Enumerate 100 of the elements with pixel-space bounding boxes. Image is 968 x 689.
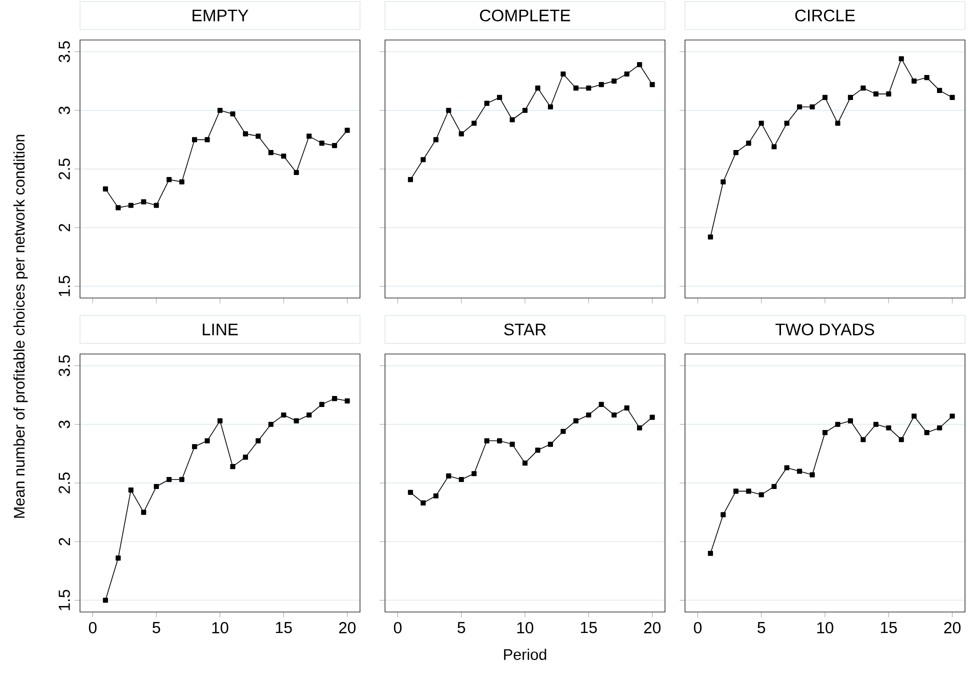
point: [573, 418, 578, 424]
x-tick-label: 5: [152, 622, 160, 634]
point: [573, 86, 578, 91]
point: [230, 464, 236, 470]
point: [281, 154, 286, 159]
x-tick-label: 15: [580, 622, 597, 634]
point: [510, 442, 515, 447]
point: [344, 128, 350, 133]
point: [772, 484, 777, 490]
point: [586, 86, 592, 91]
x-tick-label: 20: [644, 622, 661, 634]
chart-title: TWO DYADS: [776, 324, 874, 336]
point: [141, 510, 146, 515]
point: [624, 405, 630, 410]
point: [822, 94, 828, 100]
point: [408, 177, 413, 182]
point: [268, 150, 274, 156]
point: [924, 430, 930, 436]
point: [912, 414, 917, 419]
point: [560, 428, 566, 434]
point: [598, 402, 604, 407]
y-tick-label: 2: [58, 224, 70, 232]
point: [242, 454, 248, 460]
x-axis-title: Period: [504, 648, 546, 660]
point: [548, 104, 553, 110]
point: [484, 438, 490, 444]
point: [873, 91, 878, 96]
point: [624, 71, 630, 77]
point: [950, 414, 955, 419]
point: [433, 137, 438, 142]
point: [860, 437, 866, 442]
point: [472, 120, 477, 126]
point: [332, 396, 338, 402]
y-tick-label: 2: [58, 538, 70, 546]
point: [484, 100, 490, 106]
x-tick-label: 15: [276, 622, 292, 634]
chart-title: EMPTY: [192, 10, 248, 22]
x-tick-label: 0: [394, 622, 402, 634]
point: [612, 412, 617, 418]
point: [637, 62, 642, 68]
point: [733, 150, 738, 156]
point: [650, 82, 655, 88]
point: [154, 484, 159, 490]
x-tick-label: 5: [758, 622, 766, 634]
point: [446, 473, 452, 478]
point: [116, 556, 121, 561]
x-tick-label: 0: [694, 622, 702, 634]
point: [720, 512, 726, 518]
point: [797, 104, 802, 110]
point: [204, 137, 210, 142]
point: [860, 86, 866, 91]
x-tick-label: 20: [944, 622, 961, 634]
point: [141, 199, 146, 204]
point: [784, 465, 790, 470]
point: [128, 488, 134, 493]
point: [746, 488, 752, 494]
y-tick-label: 2.5: [58, 472, 70, 494]
x-tick-label: 10: [212, 622, 228, 634]
point: [637, 425, 642, 430]
point: [128, 202, 134, 208]
point: [408, 490, 413, 495]
point: [733, 488, 738, 494]
point: [166, 476, 172, 482]
point: [319, 140, 324, 146]
point: [784, 120, 790, 126]
point: [217, 418, 223, 424]
point: [294, 418, 299, 424]
x-tick-label: 10: [517, 622, 534, 634]
point: [912, 78, 917, 84]
point: [950, 94, 955, 100]
point: [873, 422, 878, 427]
point: [294, 170, 299, 176]
point: [256, 438, 261, 444]
point: [848, 418, 853, 424]
point: [433, 493, 438, 498]
point: [268, 422, 274, 427]
y-tick-label: 1.5: [58, 276, 70, 296]
point: [420, 157, 426, 162]
point: [204, 438, 210, 444]
point: [179, 179, 184, 184]
point: [810, 104, 815, 110]
point: [230, 111, 236, 116]
x-tick-label: 20: [339, 622, 356, 634]
point: [306, 134, 312, 139]
point: [548, 442, 553, 447]
point: [256, 134, 261, 139]
point: [192, 444, 198, 450]
y-tick-label: 3: [58, 106, 70, 114]
point: [281, 412, 286, 418]
point: [746, 140, 752, 146]
point: [510, 117, 515, 122]
point: [560, 71, 566, 77]
x-tick-label: 10: [817, 622, 834, 634]
point: [810, 472, 815, 478]
point: [598, 82, 604, 88]
point: [179, 476, 184, 482]
point: [937, 88, 942, 93]
y-tick-label: 3: [58, 420, 70, 428]
point: [586, 412, 592, 418]
point: [835, 422, 840, 427]
